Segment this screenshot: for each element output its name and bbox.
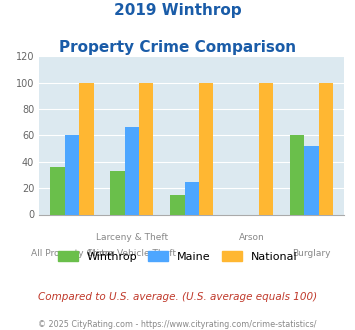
Bar bbox=[79, 82, 93, 214]
Bar bbox=[110, 171, 125, 214]
Text: Compared to U.S. average. (U.S. average equals 100): Compared to U.S. average. (U.S. average … bbox=[38, 292, 317, 302]
Bar bbox=[318, 82, 333, 214]
Text: Property Crime Comparison: Property Crime Comparison bbox=[59, 40, 296, 54]
Bar bbox=[199, 82, 213, 214]
Text: Burglary: Burglary bbox=[292, 249, 331, 258]
Text: 2019 Winthrop: 2019 Winthrop bbox=[114, 3, 241, 18]
Legend: Winthrop, Maine, National: Winthrop, Maine, National bbox=[53, 247, 302, 267]
Bar bbox=[50, 167, 65, 214]
Bar bbox=[259, 82, 273, 214]
Bar bbox=[170, 195, 185, 214]
Bar bbox=[65, 135, 79, 214]
Text: © 2025 CityRating.com - https://www.cityrating.com/crime-statistics/: © 2025 CityRating.com - https://www.city… bbox=[38, 320, 317, 329]
Text: Larceny & Theft: Larceny & Theft bbox=[96, 233, 168, 242]
Bar bbox=[125, 127, 139, 214]
Text: All Property Crime: All Property Crime bbox=[31, 249, 113, 258]
Bar bbox=[185, 182, 199, 215]
Bar bbox=[304, 146, 318, 214]
Text: Motor Vehicle Theft: Motor Vehicle Theft bbox=[88, 249, 176, 258]
Bar bbox=[139, 82, 153, 214]
Bar bbox=[290, 135, 304, 214]
Text: Arson: Arson bbox=[239, 233, 264, 242]
